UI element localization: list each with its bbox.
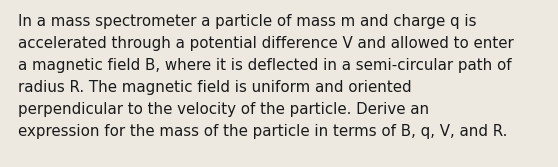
Text: In a mass spectrometer a particle of mass m and charge q is: In a mass spectrometer a particle of mas… bbox=[18, 14, 477, 29]
Text: perpendicular to the velocity of the particle. Derive an: perpendicular to the velocity of the par… bbox=[18, 102, 429, 117]
Text: expression for the mass of the particle in terms of B, q, V, and R.: expression for the mass of the particle … bbox=[18, 124, 507, 139]
Text: accelerated through a potential difference V and allowed to enter: accelerated through a potential differen… bbox=[18, 36, 514, 51]
Text: a magnetic field B, where it is deflected in a semi-circular path of: a magnetic field B, where it is deflecte… bbox=[18, 58, 512, 73]
Text: radius R. The magnetic field is uniform and oriented: radius R. The magnetic field is uniform … bbox=[18, 80, 412, 95]
